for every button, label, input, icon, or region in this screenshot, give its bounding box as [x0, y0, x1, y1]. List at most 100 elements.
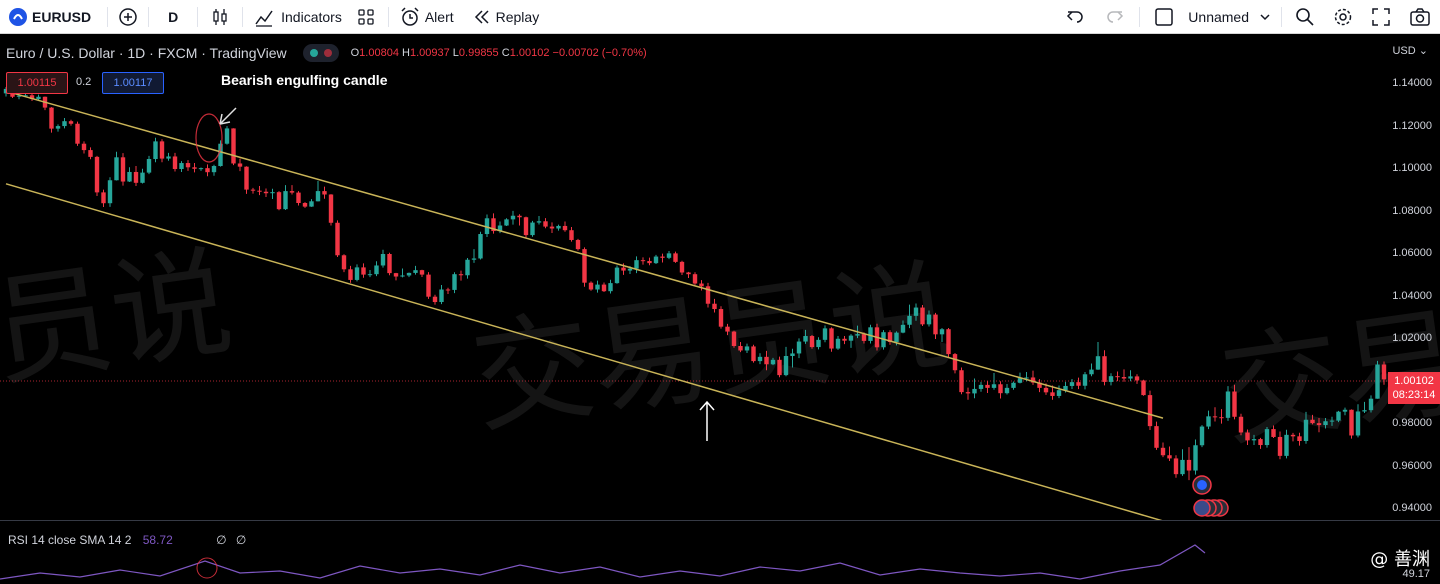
candle-body [673, 253, 678, 262]
low-label: L [452, 47, 459, 59]
candle-body [1297, 436, 1302, 441]
candle-body [81, 143, 87, 151]
candle-body [1095, 356, 1101, 370]
candle-body [731, 331, 737, 347]
candle-body [1232, 391, 1237, 417]
candle-body [790, 353, 795, 356]
candle-body [523, 217, 529, 236]
candle-body [939, 329, 945, 335]
channel-line[interactable] [5, 183, 1163, 520]
separator [387, 6, 389, 27]
candle-body [991, 384, 997, 388]
candle-body [127, 171, 132, 182]
candle-body [445, 289, 451, 291]
market-status[interactable] [302, 44, 339, 62]
replay-label: Replay [495, 8, 540, 25]
fullscreen-button[interactable] [1362, 0, 1400, 34]
close-label: C [501, 47, 510, 59]
candle-body [1173, 458, 1179, 475]
candle-body [23, 95, 28, 97]
separator [148, 6, 150, 27]
candle-body [692, 274, 698, 284]
candle-body [842, 338, 847, 341]
candle-body [354, 267, 360, 280]
candle-body [94, 156, 100, 193]
layout-name: Unnamed [1188, 9, 1249, 25]
candle-body [504, 219, 509, 226]
candle-body [1180, 459, 1185, 475]
candle-body [666, 253, 672, 258]
candle-body [549, 226, 555, 229]
layout-menu[interactable]: Unnamed [1144, 0, 1277, 34]
symbol-name: EURUSD [32, 8, 92, 25]
symbol-logo-icon [9, 7, 27, 26]
price-tick-label: 1.06000 [1392, 247, 1432, 259]
candle-body [751, 346, 756, 362]
candle-body [634, 260, 639, 269]
price-tick-label: 1.04000 [1392, 289, 1432, 302]
candle-body [322, 191, 327, 195]
compare-button[interactable] [112, 0, 144, 34]
candle-body [907, 315, 912, 325]
candle-body [1134, 376, 1140, 381]
candle-body [478, 234, 483, 259]
indicators-button[interactable]: Indicators [247, 0, 348, 34]
candle-body [1024, 377, 1029, 379]
candle-body [302, 203, 308, 207]
rsi-pane[interactable]: RSI 14 close SMA 14 2 58.72 ∅ ∅ 49.17 [0, 520, 1440, 584]
candle-body [1336, 411, 1341, 421]
price-tick-label: 1.12000 [1392, 119, 1432, 132]
candle-body [679, 261, 685, 273]
candle-body [3, 88, 9, 94]
buy-price-button[interactable]: 1.00117 [102, 72, 164, 94]
event-markers[interactable] [1192, 475, 1229, 517]
candle-body [1199, 426, 1205, 446]
candle-body [1017, 378, 1023, 383]
candle-body [562, 225, 568, 231]
rsi-value: 58.72 [142, 533, 173, 547]
replay-button[interactable]: Replay [466, 0, 546, 34]
price-chart[interactable] [0, 36, 1388, 520]
candle-body [1303, 419, 1309, 441]
undo-button[interactable] [1055, 0, 1095, 34]
null-icon: ∅ [216, 533, 227, 547]
rsi-title: RSI 14 close SMA 14 2 [8, 533, 132, 547]
symbol-search[interactable]: EURUSD [0, 0, 97, 34]
channel-line[interactable] [5, 90, 1164, 419]
candle-body [159, 141, 165, 159]
candle-body [55, 126, 61, 129]
annotation-text: Bearish engulfing candle [221, 72, 388, 88]
candle-body [406, 272, 412, 276]
candle-body [920, 307, 925, 325]
chart-type-button[interactable] [202, 0, 238, 34]
candle-body [621, 267, 626, 271]
price-tick-label: 1.14000 [1392, 77, 1432, 89]
price-axis[interactable]: USD ⌄ 1.14000 1.12000 1.10000 1.08000 1.0600… [1388, 36, 1440, 520]
settings-button[interactable] [1324, 0, 1362, 34]
currency-label[interactable]: USD ⌄ [1392, 45, 1428, 57]
up-arrow [699, 400, 715, 441]
bid-price: 1.00115 [17, 77, 57, 89]
templates-button[interactable] [348, 0, 384, 34]
channel-lines [5, 90, 1164, 520]
interval-button[interactable]: D [153, 0, 193, 34]
candle-body [985, 384, 990, 388]
alert-button[interactable]: Alert [393, 0, 460, 34]
candle-body [660, 256, 665, 258]
candle-body [1271, 429, 1276, 437]
snapshot-button[interactable] [1400, 0, 1440, 34]
candle-body [1193, 445, 1198, 471]
alert-label: Alert [424, 8, 454, 25]
candle-body [1050, 392, 1055, 396]
candle-body [140, 172, 145, 183]
redo-button[interactable] [1095, 0, 1135, 34]
change-value: −0.00702 (−0.70%) [552, 47, 647, 59]
current-price-value: 1.00102 [1394, 375, 1434, 387]
search-button[interactable] [1286, 0, 1324, 34]
candle-body [796, 341, 802, 354]
sell-price-button[interactable]: 1.00115 [6, 72, 68, 94]
candle-body [998, 384, 1003, 394]
candle-body [868, 327, 873, 341]
candle-body [835, 338, 841, 349]
candle-body [315, 191, 321, 202]
